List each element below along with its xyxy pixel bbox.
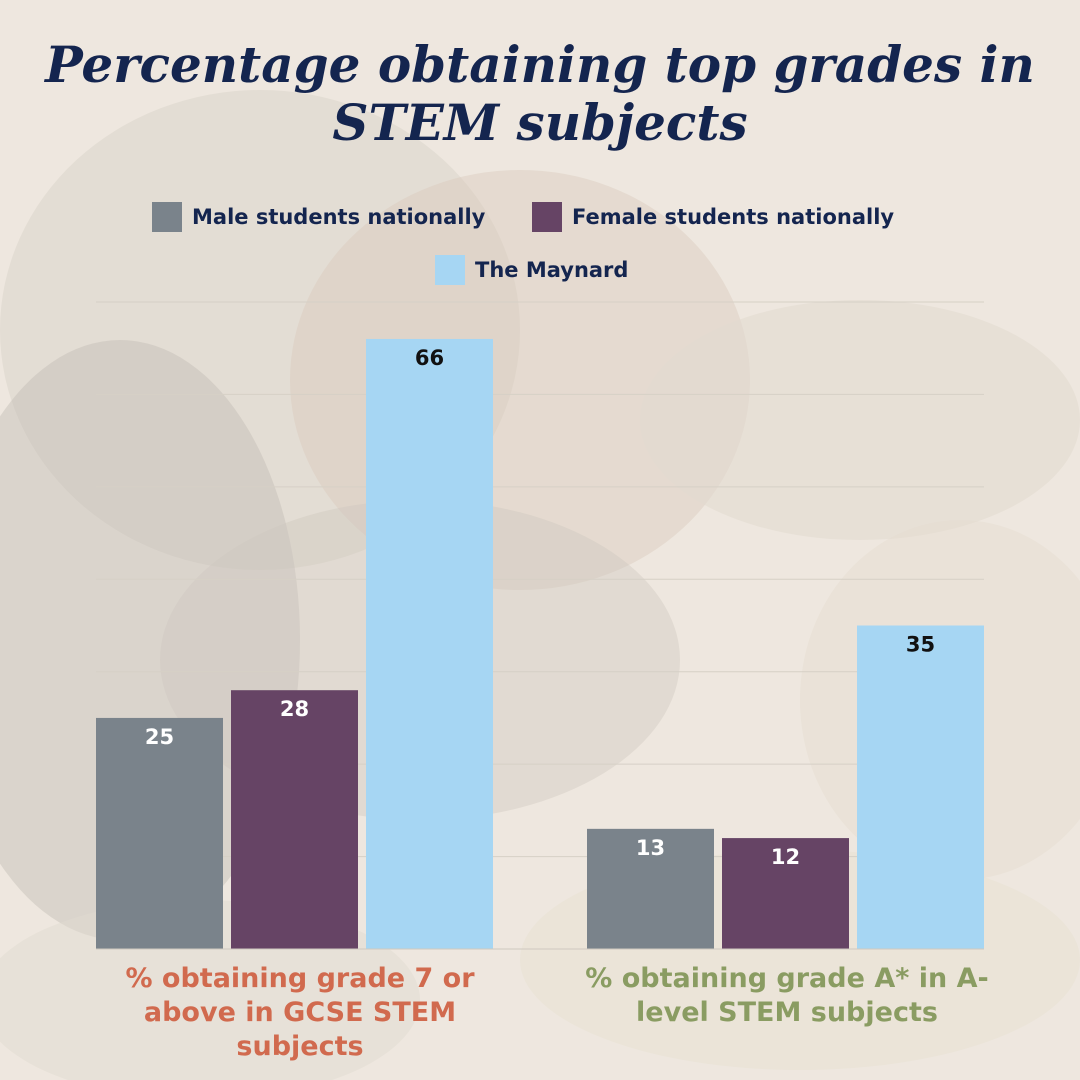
legend-item-female: Female students nationally — [532, 202, 894, 232]
legend-label-maynard: The Maynard — [475, 258, 629, 282]
data-label-female-alevel: 12 — [771, 845, 800, 869]
data-label-maynard-alevel: 35 — [906, 633, 935, 657]
group-label-gcse: % obtaining grade 7 or above in GCSE STE… — [125, 963, 475, 1062]
data-labels: 25 13 28 12 66 35 — [145, 346, 935, 869]
bars — [96, 338, 984, 949]
legend-swatch-male — [152, 202, 182, 232]
gridlines — [96, 301, 984, 950]
legend-swatch-maynard — [435, 255, 465, 285]
legend-label-male: Male students nationally — [192, 205, 486, 229]
legend-item-maynard: The Maynard — [435, 255, 628, 285]
data-label-maynard-gcse: 66 — [415, 346, 444, 370]
bar-maynard-alevel — [857, 625, 984, 949]
bar-female-gcse — [231, 690, 358, 949]
chart-title: Percentage obtaining top grades in STEM … — [45, 35, 1035, 152]
data-label-female-gcse: 28 — [280, 697, 309, 721]
legend-swatch-female — [532, 202, 562, 232]
data-label-male-gcse: 25 — [145, 725, 174, 749]
bar-male-alevel — [587, 828, 714, 949]
bar-male-gcse — [96, 717, 223, 949]
group-label-alevel: % obtaining grade A* in A-level STEM sub… — [585, 963, 989, 1028]
legend-item-male: Male students nationally — [152, 202, 485, 232]
bar-female-alevel — [722, 838, 849, 949]
legend-label-female: Female students nationally — [572, 205, 895, 229]
data-label-male-alevel: 13 — [636, 836, 665, 860]
bar-maynard-gcse — [366, 338, 493, 949]
